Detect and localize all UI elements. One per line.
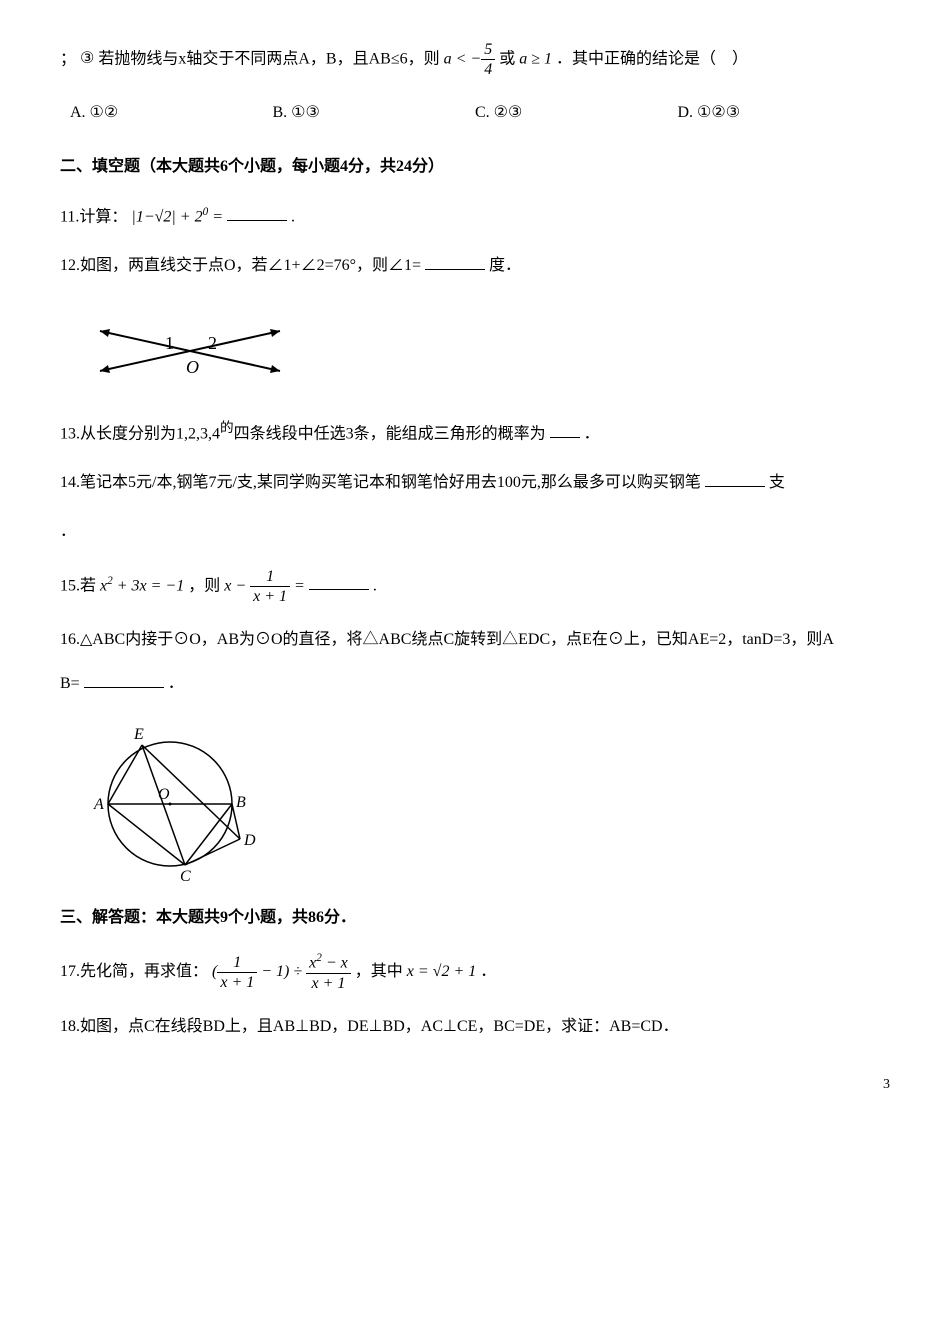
q16-blank	[84, 672, 164, 688]
q13-text1: 四条线段中任选3条，能组成三角形的概率为	[234, 425, 546, 442]
q16-svg: A B C D E O	[80, 719, 280, 889]
question-16: 16.△ABC内接于⊙O，AB为⊙O的直径，将△ABC绕点C旋转到△EDC，点E…	[60, 626, 890, 699]
q14-text: 14.笔记本5元/本,钢笔7元/支,某同学购买笔记本和钢笔恰好用去100元,那么…	[60, 474, 701, 491]
q14-period: ．	[60, 518, 890, 547]
q16-text2: B=	[60, 675, 80, 692]
question-17: 17.先化简，再求值： (1x + 1 − 1) ÷ x2 − xx + 1 ，…	[60, 952, 890, 993]
q10-prefix: ；	[60, 50, 76, 67]
q12-label1: 1	[165, 333, 174, 353]
q15-frac: 1x + 1	[250, 567, 290, 606]
q10-option-d: D. ①②③	[678, 99, 881, 128]
question-18: 18.如图，点C在线段BD上，且AB⊥BD，DE⊥BD，AC⊥CE，BC=DE，…	[60, 1013, 890, 1042]
q12-blank	[425, 254, 485, 270]
q10-suffix: ．其中正确的结论是（ ）	[556, 50, 748, 67]
q11-expr2: =	[208, 208, 223, 225]
q10-options: A. ①② B. ①③ C. ②③ D. ①②③	[60, 99, 890, 128]
q15-comma: ，则	[188, 577, 220, 594]
q10-cond-ge: a ≥ 1	[519, 50, 552, 67]
q17-frac2-den: x + 1	[306, 974, 351, 993]
section3-title: 三、解答题：本大题共9个小题，共86分．	[60, 904, 890, 933]
q10-text1: 若抛物线与x轴交于不同两点A，B，且AB≤6，则	[98, 50, 439, 67]
q11-blank	[227, 205, 287, 221]
q15-expr1b: + 3x = −1	[113, 577, 185, 594]
q17-label: 17.先化简，再求值：	[60, 963, 208, 980]
q10-option-c: C. ②③	[475, 99, 678, 128]
q17-minus1: − 1) ÷	[257, 963, 306, 980]
q11-label: 11.计算：	[60, 208, 127, 225]
section2-title: 二、填空题（本大题共6个小题，每小题4分，共24分）	[60, 153, 890, 182]
question-14: 14.笔记本5元/本,钢笔7元/支,某同学购买笔记本和钢笔恰好用去100元,那么…	[60, 469, 890, 547]
q16-labelC: C	[180, 868, 191, 885]
q13-blank	[550, 422, 580, 438]
q12-labelO: O	[186, 357, 199, 377]
q15-expr2x: x −	[224, 577, 250, 594]
page-number: 3	[60, 1072, 890, 1097]
q15-label: 15.若	[60, 577, 96, 594]
q17-frac1: 1x + 1	[217, 953, 257, 992]
q10-frac-den: 4	[481, 60, 495, 79]
q13-prefix: 13.从长度分别为1,2,3,4	[60, 425, 220, 442]
q12-svg: 1 2 O	[80, 301, 300, 401]
question-11: 11.计算： |1−√2| + 20 = .	[60, 202, 890, 232]
q17-frac2-num: x2 − x	[306, 952, 351, 974]
q17-frac1-num: 1	[217, 953, 257, 973]
question-10-tail: ； ③ 若抛物线与x轴交于不同两点A，B，且AB≤6，则 a < −54 或 a…	[60, 40, 890, 79]
question-13: 13.从长度分别为1,2,3,4的四条线段中任选3条，能组成三角形的概率为 ．	[60, 416, 890, 449]
q16-labelA: A	[93, 796, 104, 813]
q10-frac: 54	[481, 40, 495, 79]
q10-option-a: A. ①②	[70, 99, 273, 128]
q13-suffix: ．	[584, 425, 600, 442]
q15-blank	[309, 574, 369, 590]
q17-comma: ，其中	[355, 963, 403, 980]
q17-frac1-den: x + 1	[217, 973, 257, 992]
q11-suffix: .	[291, 208, 295, 225]
question-12: 12.如图，两直线交于点O，若∠1+∠2=76°，则∠1= 度．	[60, 252, 890, 281]
q16-labelE: E	[133, 726, 144, 743]
question-15: 15.若 x2 + 3x = −1 ，则 x − 1x + 1 = .	[60, 567, 890, 606]
q18-text: 18.如图，点C在线段BD上，且AB⊥BD，DE⊥BD，AC⊥CE，BC=DE，…	[60, 1018, 679, 1035]
q12-label2: 2	[208, 333, 217, 353]
q14-suffix: 支	[769, 474, 785, 491]
q10-option-b: B. ①③	[273, 99, 476, 128]
q15-eq: =	[290, 577, 305, 594]
q15-suffix: .	[373, 577, 377, 594]
q17-xval: x = √2 + 1	[407, 963, 476, 980]
q16-labelD: D	[243, 832, 256, 849]
q13-de: 的	[220, 420, 234, 435]
q15-frac-num: 1	[250, 567, 290, 587]
q10-circled3: ③	[80, 45, 94, 74]
q16-labelB: B	[236, 794, 246, 811]
q10-or: 或	[499, 50, 515, 67]
q16-text1: 16.△ABC内接于⊙O，AB为⊙O的直径，将△ABC绕点C旋转到△EDC，点E…	[60, 626, 890, 655]
q17-suffix: ．	[480, 963, 496, 980]
q15-frac-den: x + 1	[250, 587, 290, 606]
q14-blank	[705, 471, 765, 487]
q12-figure: 1 2 O	[80, 301, 890, 401]
q17-frac2: x2 − xx + 1	[306, 952, 351, 993]
q16-labelO: O	[158, 786, 170, 803]
q11-expr1: |1−√2| + 2	[131, 208, 202, 225]
q10-frac-num: 5	[481, 40, 495, 60]
q16-figure: A B C D E O	[80, 719, 890, 889]
q10-cond-lt: a < −	[444, 50, 482, 67]
q16-suffix: ．	[168, 675, 184, 692]
q12-text: 12.如图，两直线交于点O，若∠1+∠2=76°，则∠1=	[60, 257, 421, 274]
q12-suffix: 度．	[489, 257, 521, 274]
